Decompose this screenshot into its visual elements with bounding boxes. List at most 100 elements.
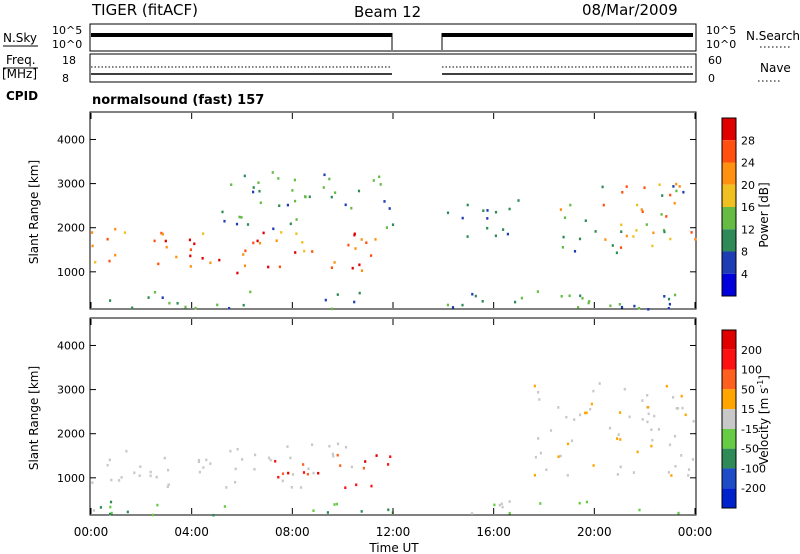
heatmap-cell [675, 407, 678, 410]
heatmap-cell [647, 308, 650, 311]
heatmap-cell [189, 254, 192, 258]
heatmap-cell [290, 486, 293, 489]
heatmap-cell [306, 472, 309, 476]
freq-panel [89, 53, 697, 83]
heatmap-cell [652, 231, 655, 235]
heatmap-cell [259, 201, 262, 205]
heatmap-cell [387, 508, 390, 512]
ytick-label: 1000 [57, 266, 85, 279]
velocity-yaxis: 1000 2000 3000 4000 [57, 339, 696, 485]
heatmap-cell [109, 299, 112, 302]
colorbar-frame [721, 329, 737, 509]
heatmap-cell [533, 473, 536, 477]
heatmap-cell [133, 471, 136, 475]
heatmap-cell [581, 297, 584, 300]
heatmap-cell [687, 474, 690, 477]
time-xlabel: Time UT [368, 541, 419, 554]
heatmap-cell [331, 452, 334, 456]
heatmap-cell [560, 295, 563, 298]
nave-tick-bottom: 0 [708, 72, 715, 85]
heatmap-cell [636, 450, 639, 454]
heatmap-cell [176, 302, 179, 305]
heatmap-cell [336, 293, 339, 296]
colorbar-tick-label: 24 [741, 157, 755, 170]
heatmap-cell [514, 300, 517, 304]
nsky-panel [89, 23, 697, 52]
heatmap-cell [545, 468, 548, 471]
freq-tick-top: 18 [62, 54, 76, 67]
colorbar-swatch [722, 184, 736, 207]
heatmap-cell [389, 455, 392, 458]
nsky-trace [91, 33, 693, 50]
heatmap-cell [486, 226, 489, 230]
heatmap-cell [272, 227, 275, 231]
heatmap-cell [617, 433, 620, 436]
heatmap-cell [579, 294, 582, 298]
heatmap-cell [147, 296, 150, 299]
heatmap-cell [667, 297, 671, 301]
heatmap-cell [291, 473, 295, 476]
heatmap-cell [578, 501, 581, 505]
velocity-colorbar-label-main: Velocity [m s [757, 388, 771, 465]
heatmap-cell [223, 505, 226, 508]
colorbar-frame [721, 117, 737, 297]
heatmap-cell [619, 438, 622, 441]
heatmap-cell [493, 503, 496, 507]
heatmap-cell [517, 199, 520, 202]
heatmap-cell [202, 232, 205, 235]
heatmap-cell [228, 307, 231, 310]
heatmap-cell [691, 458, 694, 461]
heatmap-cell [221, 210, 224, 214]
colorbar-tick-label: 8 [741, 246, 748, 259]
heatmap-cell [267, 456, 271, 460]
heatmap-cell [106, 463, 109, 467]
heatmap-cell [379, 183, 382, 186]
heatmap-cell [461, 303, 464, 307]
heatmap-cell [109, 512, 112, 516]
heatmap-cell [91, 481, 94, 484]
heatmap-cell [628, 415, 631, 419]
heatmap-cell [674, 465, 677, 468]
colorbar-tick-label: 28 [741, 134, 755, 147]
heatmap-cell [506, 232, 509, 236]
heatmap-cell [670, 474, 673, 477]
heatmap-cell [651, 438, 654, 442]
heatmap-cell [592, 389, 595, 393]
heatmap-cell [601, 185, 604, 189]
heatmap-cell [278, 265, 281, 269]
heatmap-cell [587, 301, 590, 305]
heatmap-cell [258, 241, 262, 245]
station-title: TIGER (fitACF) [91, 1, 198, 19]
ytick-label: 4000 [57, 339, 85, 352]
heatmap-cell [563, 216, 567, 219]
heatmap-cell [286, 445, 289, 448]
heatmap-cell [120, 476, 123, 479]
heatmap-cell [332, 454, 335, 458]
heatmap-cell [336, 442, 340, 446]
colorbar-tick-label: 4 [741, 268, 748, 281]
heatmap-cell [289, 222, 292, 226]
colorbar-tick-label: 20 [741, 179, 755, 192]
heatmap-cell [243, 174, 246, 178]
heatmap-cell [167, 468, 170, 472]
heatmap-cell [569, 203, 572, 207]
heatmap-cell [324, 298, 327, 302]
heatmap-cell [323, 173, 326, 177]
heatmap-cell [281, 472, 285, 475]
colorbar-swatch [722, 409, 736, 429]
heatmap-cell [590, 402, 593, 406]
heatmap-cell [234, 481, 237, 484]
heatmap-cell [451, 306, 455, 309]
heatmap-cell [201, 257, 204, 260]
heatmap-cell [651, 244, 654, 248]
heatmap-cell [680, 394, 683, 398]
heatmap-cell [312, 509, 315, 512]
heatmap-cell [672, 185, 675, 188]
heatmap-cell [474, 294, 477, 298]
heatmap-cell [608, 426, 612, 430]
heatmap-cell [94, 260, 97, 264]
heatmap-cell [234, 467, 237, 471]
heatmap-cell [602, 203, 605, 207]
heatmap-cell [623, 387, 626, 391]
nsearch-tick-top: 10^5 [706, 24, 736, 37]
